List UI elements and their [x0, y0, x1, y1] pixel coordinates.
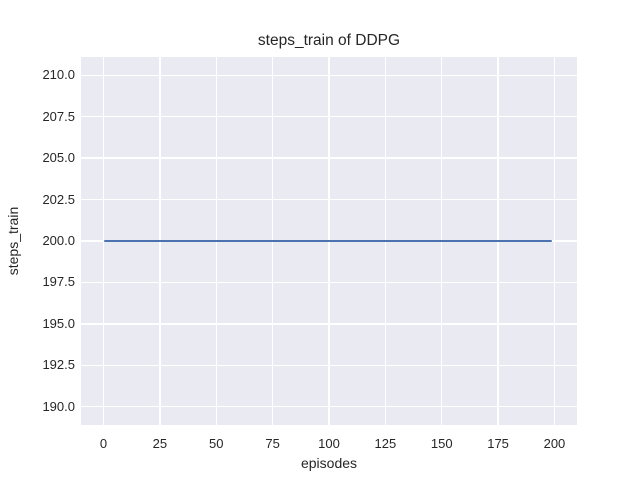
y-tick-label: 197.5	[42, 274, 75, 290]
y-tick-label: 192.5	[42, 357, 75, 373]
y-tick-label: 200.0	[42, 233, 75, 248]
y-gridline	[81, 115, 577, 118]
x-axis-label: episodes	[300, 455, 358, 471]
y-gridline	[81, 157, 577, 159]
x-tick-label: 100	[318, 436, 340, 451]
chart-title: steps_train of DDPG	[257, 32, 401, 49]
x-tick-label: 75	[265, 436, 280, 451]
y-tick-label: 195.0	[42, 315, 75, 331]
y-tick-label: 202.5	[42, 191, 75, 207]
y-gridline	[81, 281, 577, 284]
x-tick-label: 25	[152, 436, 168, 451]
y-gridline	[81, 323, 577, 325]
y-gridline	[81, 406, 577, 408]
x-tick-label: 175	[487, 436, 509, 451]
y-tick-label: 190.0	[42, 398, 75, 414]
series-line-steps_train	[103, 239, 553, 243]
x-tick-label: 50	[209, 436, 224, 451]
y-gridline	[81, 74, 577, 76]
y-tick-label: 210.0	[42, 67, 75, 83]
y-tick-label: 207.5	[42, 108, 75, 124]
x-tick-label: 150	[430, 436, 453, 451]
x-tick-label: 125	[374, 436, 397, 451]
y-gridline	[81, 198, 577, 201]
x-tick-label: 0	[99, 436, 108, 451]
y-gridline	[81, 364, 577, 366]
plot-area	[81, 57, 577, 425]
y-tick-label: 205.0	[42, 150, 75, 166]
x-tick-label: 200	[543, 436, 566, 451]
